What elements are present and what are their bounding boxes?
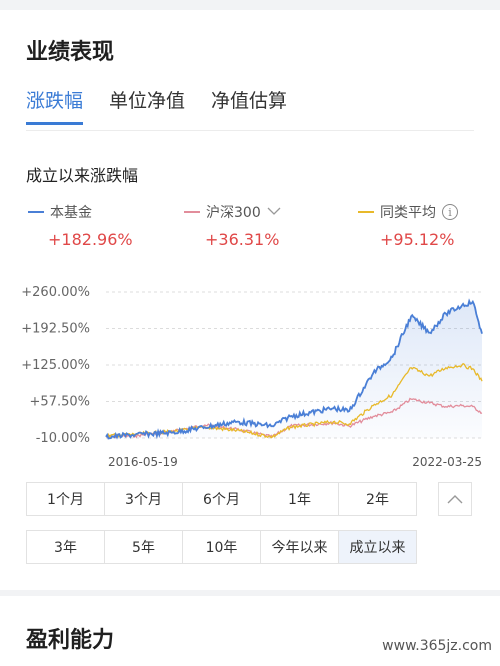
period-button[interactable]: 6个月 [182, 482, 261, 516]
period-button[interactable]: 1个月 [26, 482, 105, 516]
x-axis-label-start: 2016-05-19 [108, 455, 178, 469]
period-button[interactable]: 今年以来 [260, 530, 339, 564]
legend-fund-label: 本基金 [50, 205, 92, 221]
tab-nav-estimate[interactable]: 净值估算 [211, 90, 288, 112]
y-tick-label: -10.00% [36, 431, 90, 446]
profitability-card: 盈利能力 [0, 596, 500, 666]
series-line-fund [105, 298, 483, 440]
performance-tabs: 涨跌幅 单位净值 净值估算 [26, 86, 287, 125]
legend-index-selector[interactable]: 沪深300 [184, 202, 281, 222]
fund-area-fill [106, 301, 482, 439]
period-button[interactable]: 10年 [182, 530, 261, 564]
period-button[interactable]: 5年 [104, 530, 183, 564]
y-tick-label: +192.50% [21, 322, 90, 337]
chart-subtitle: 成立以来涨跌幅 [26, 166, 139, 185]
y-tick-label: +125.00% [21, 358, 90, 373]
legend-index-label: 沪深300 [206, 205, 261, 221]
period-button[interactable]: 2年 [338, 482, 417, 516]
chevron-down-icon [267, 205, 281, 219]
chevron-up-icon [447, 495, 463, 504]
legend-peer-swatch [358, 211, 374, 213]
profitability-title: 盈利能力 [26, 628, 115, 653]
x-axis-label-end: 2022-03-25 [412, 455, 482, 469]
legend-fund-swatch [28, 211, 44, 213]
period-button[interactable]: 3个月 [104, 482, 183, 516]
tab-change-pct[interactable]: 涨跌幅 [26, 86, 84, 125]
watermark-text: www.365jz.com [382, 638, 492, 654]
tab-unit-nav[interactable]: 单位净值 [109, 90, 186, 112]
performance-chart[interactable]: +260.00% +192.50% +125.00% +57.50% -10.00% 2… [0, 270, 500, 475]
period-button[interactable]: 3年 [26, 530, 105, 564]
info-icon[interactable]: i [442, 204, 458, 220]
collapse-button[interactable] [438, 482, 472, 516]
legend-index-value: +36.31% [205, 230, 280, 249]
legend-fund: 本基金 [28, 202, 92, 222]
performance-title: 业绩表现 [26, 40, 115, 65]
y-tick-label: +57.50% [30, 395, 90, 410]
legend-peer-value: +95.12% [380, 230, 455, 249]
period-button[interactable]: 成立以来 [338, 530, 417, 564]
legend-peer-avg: 同类平均 i [358, 202, 458, 222]
tab-divider [26, 130, 474, 131]
legend-peer-label: 同类平均 [380, 205, 436, 221]
legend-index-swatch [184, 211, 200, 213]
y-tick-label: +260.00% [21, 285, 90, 300]
period-button[interactable]: 1年 [260, 482, 339, 516]
legend-fund-value: +182.96% [48, 230, 133, 249]
